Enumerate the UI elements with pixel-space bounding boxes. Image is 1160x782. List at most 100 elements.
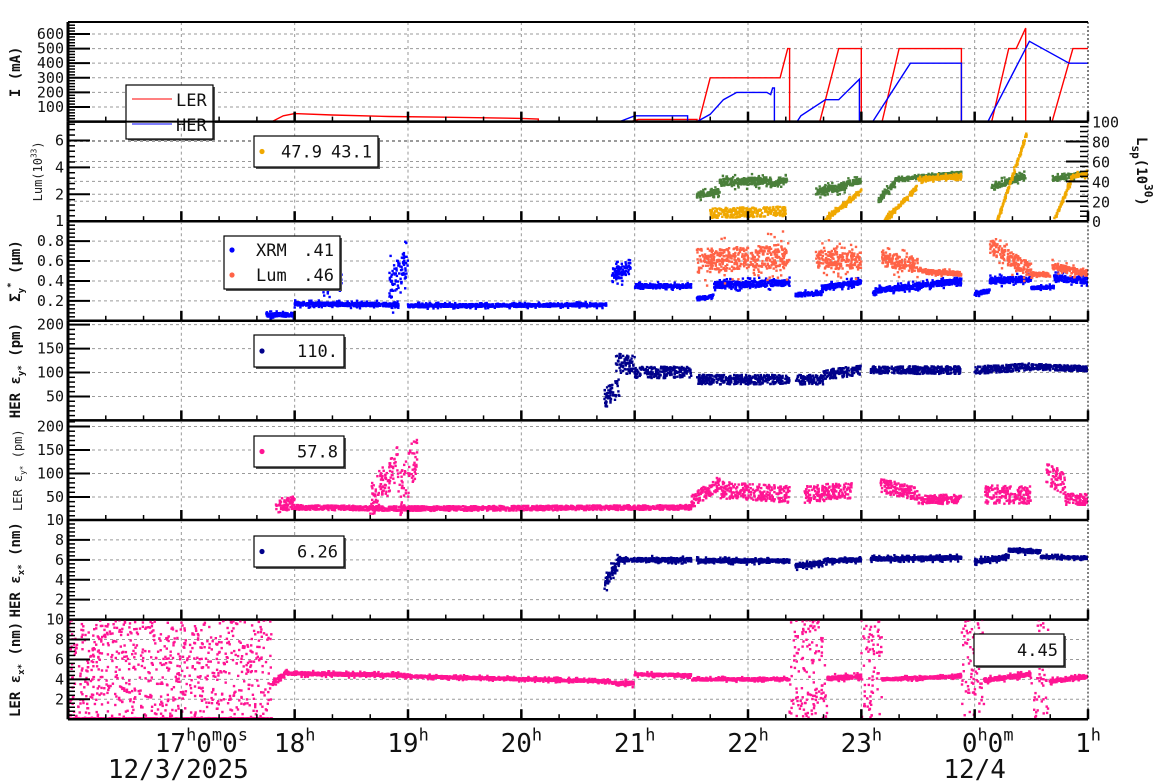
data-point <box>283 313 286 317</box>
data-point <box>1061 172 1064 176</box>
data-point <box>904 177 907 180</box>
data-point <box>851 181 855 184</box>
data-point <box>1055 211 1059 215</box>
data-point <box>404 287 407 290</box>
data-point <box>724 287 727 290</box>
data-point <box>902 198 905 201</box>
data-point <box>1063 172 1066 175</box>
data-point <box>826 189 829 192</box>
data-point <box>711 293 715 297</box>
data-point <box>755 211 758 215</box>
y2-tick-label: 100 <box>1092 114 1119 132</box>
data-point <box>990 186 994 189</box>
data-point <box>991 183 994 187</box>
data-point <box>816 188 819 191</box>
data-point <box>303 303 306 306</box>
data-point <box>418 303 421 306</box>
data-point <box>711 214 715 217</box>
data-point <box>852 194 856 197</box>
data-point <box>390 295 393 298</box>
data-point <box>345 304 349 307</box>
data-point <box>739 178 742 181</box>
data-point <box>641 284 644 287</box>
data-point <box>624 266 627 269</box>
data-point <box>648 282 652 285</box>
data-point <box>628 265 631 269</box>
data-point <box>460 305 463 309</box>
data-point <box>543 304 546 307</box>
data-point <box>776 185 780 188</box>
data-point <box>752 176 756 180</box>
data-point <box>764 181 768 184</box>
data-point <box>340 304 344 307</box>
data-point <box>829 216 832 219</box>
data-point <box>740 208 744 212</box>
data-point <box>736 206 739 210</box>
data-point <box>780 179 784 182</box>
data-point <box>920 181 923 185</box>
data-point <box>927 176 930 179</box>
data-point <box>1053 216 1056 220</box>
data-point <box>834 189 838 193</box>
data-point <box>1000 179 1004 182</box>
data-point <box>730 282 734 285</box>
data-point <box>754 178 757 181</box>
data-point <box>726 180 729 183</box>
data-point <box>737 184 740 188</box>
data-point <box>711 207 714 210</box>
data-point <box>828 211 831 215</box>
data-point <box>939 172 943 175</box>
data-point <box>688 284 691 288</box>
data-point <box>686 281 689 285</box>
data-point <box>892 209 895 212</box>
data-point <box>892 207 895 211</box>
data-point <box>1020 146 1024 150</box>
data-point <box>877 200 880 204</box>
data-point <box>480 303 483 306</box>
data-point <box>884 192 887 195</box>
data-point <box>716 188 719 192</box>
data-point <box>945 174 948 177</box>
data-point <box>823 191 826 195</box>
data-point <box>611 280 614 284</box>
data-point <box>1004 180 1007 183</box>
data-point <box>932 177 935 180</box>
data-point <box>828 187 831 191</box>
data-point <box>785 180 788 183</box>
data-point <box>739 209 742 212</box>
data-point <box>750 178 753 182</box>
data-point <box>585 304 588 307</box>
data-point <box>713 282 716 285</box>
data-point <box>520 302 523 305</box>
data-point <box>732 282 735 286</box>
data-point <box>1002 199 1006 202</box>
data-point <box>752 180 756 184</box>
data-point <box>776 213 779 217</box>
data-point <box>266 312 270 315</box>
data-point <box>407 305 410 309</box>
data-point <box>783 207 786 211</box>
data-point <box>722 210 725 213</box>
data-point <box>502 303 506 306</box>
data-point <box>821 188 824 192</box>
data-point <box>343 304 347 308</box>
data-point <box>673 283 676 286</box>
data-point <box>420 303 423 306</box>
data-point <box>752 206 755 209</box>
data-point <box>827 189 830 193</box>
data-point <box>1004 179 1007 182</box>
data-point <box>579 302 583 305</box>
data-point <box>678 285 682 288</box>
data-point <box>696 298 699 302</box>
data-point <box>815 187 818 190</box>
data-point <box>740 179 743 182</box>
data-point <box>590 302 594 306</box>
data-point <box>713 190 716 193</box>
data-point <box>472 303 475 306</box>
data-point <box>730 214 733 217</box>
data-point <box>545 302 548 306</box>
data-point <box>627 258 630 262</box>
data-point <box>394 272 397 275</box>
data-point <box>913 176 916 179</box>
